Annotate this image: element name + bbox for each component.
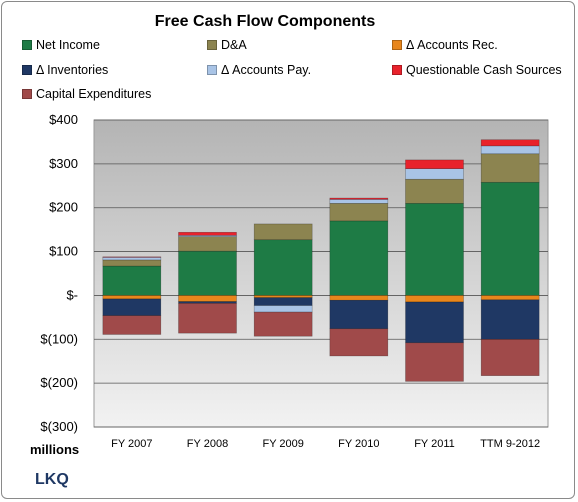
bar-segment (405, 178, 464, 204)
y-tick-label: $(200) (40, 375, 78, 390)
bar-segment (253, 311, 313, 337)
y-tick-label: $(300) (40, 419, 78, 434)
y-tick-label: $(100) (40, 331, 78, 346)
bar-segment (253, 223, 313, 241)
bar-segment (178, 295, 237, 302)
bar-segment (480, 295, 540, 301)
company-label: LKQ (35, 471, 69, 488)
bar-segment (329, 220, 389, 296)
legend-swatch (22, 40, 32, 50)
bar-segment (405, 342, 464, 382)
bar-segment (329, 328, 389, 357)
x-tick-label: FY 2011 (414, 438, 455, 450)
legend-item: Δ Accounts Rec. (392, 38, 498, 52)
legend-swatch (22, 65, 32, 75)
legend-item: Net Income (22, 38, 100, 52)
bar-segment (329, 197, 389, 200)
bar-segment (480, 153, 540, 183)
x-tick-label: FY 2008 (187, 438, 228, 450)
y-tick-label: $100 (49, 244, 78, 259)
legend-item: Δ Inventories (22, 63, 108, 77)
x-tick-label: FY 2009 (262, 438, 303, 450)
y-tick-label: $- (66, 287, 78, 302)
chart-title: Free Cash Flow Components (154, 13, 376, 30)
legend-item: D&A (207, 38, 247, 52)
bar-segment (405, 168, 464, 180)
legend-label: Δ Inventories (36, 63, 109, 77)
bar-segment (102, 298, 162, 316)
y-tick-label: $200 (49, 200, 78, 215)
bar-segment (480, 145, 540, 155)
legend-label: Δ Accounts Rec. (406, 38, 498, 52)
legend-swatch (392, 40, 402, 50)
x-tick-label: FY 2007 (111, 438, 152, 450)
bar-segment (329, 295, 389, 301)
bar-segment (178, 250, 237, 296)
bar-segment (480, 139, 540, 147)
legend-label: Capital Expenditures (36, 87, 152, 101)
bar-segment (329, 199, 389, 204)
legend-item: Questionable Cash Sources (392, 63, 562, 77)
bar-segment (405, 203, 464, 296)
bar-segment (329, 299, 389, 330)
bar-segment (405, 159, 464, 169)
bar-segment (480, 181, 540, 296)
bar-segment (253, 305, 313, 313)
bar-segment (178, 303, 237, 334)
bar-segment (178, 236, 237, 252)
bar-segment (405, 295, 464, 303)
bar-segment (102, 315, 162, 335)
bar-segment (253, 295, 313, 298)
legend-swatch (207, 65, 217, 75)
bar-segment (329, 203, 389, 222)
y-tick-label: $300 (49, 156, 78, 171)
legend-label: Questionable Cash Sources (406, 63, 562, 77)
plot-background (93, 119, 549, 428)
legend-label: D&A (221, 38, 247, 52)
bar-segment (102, 256, 162, 258)
bar-segment (480, 338, 540, 376)
bar-segment (253, 297, 313, 306)
bar-segment (102, 295, 162, 300)
legend-item: Δ Accounts Pay. (207, 63, 311, 77)
legend-item: Capital Expenditures (22, 87, 151, 101)
legend-label: Δ Accounts Pay. (221, 63, 312, 77)
units-label: millions (30, 442, 80, 457)
x-tick-label: TTM 9-2012 (480, 438, 540, 450)
legend-swatch (22, 89, 32, 99)
bar-segment (102, 256, 162, 261)
legend-swatch (207, 40, 217, 50)
bar-segment (405, 301, 464, 344)
bar-segment (102, 265, 162, 296)
bar-segment (253, 239, 313, 296)
legend-label: Net Income (36, 38, 100, 52)
x-tick-label: FY 2010 (338, 438, 379, 450)
bar-segment (102, 259, 162, 267)
legend-swatch (392, 65, 402, 75)
bar-segment (480, 299, 540, 340)
y-tick-label: $400 (49, 112, 78, 127)
bar-segment (178, 231, 237, 236)
